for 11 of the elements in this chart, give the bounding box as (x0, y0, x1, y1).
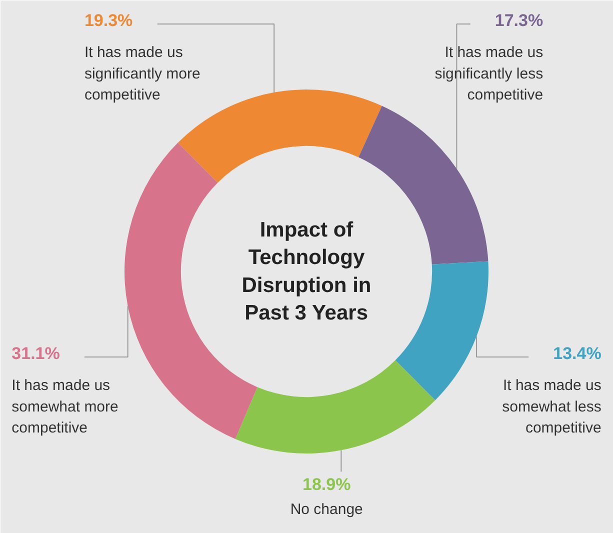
slice-label: It has made us somewhat more competitive (12, 377, 118, 437)
text: Impact of Technology Disruption in Past 3 Years (242, 218, 372, 324)
data-label: 17.3% (494, 10, 544, 30)
slice-label: No change (290, 500, 363, 518)
data-label: 19.3% (84, 10, 133, 30)
slice-label: It has made us significantly more competitive (84, 44, 200, 104)
slice-label: It has made us significantly less competitive (434, 44, 544, 104)
slice-label: It has made us somewhat less competitive (502, 377, 602, 437)
data-label: 18.9% (302, 474, 351, 494)
data-label: 31.1% (12, 344, 60, 363)
data-label: 13.4% (553, 344, 602, 363)
